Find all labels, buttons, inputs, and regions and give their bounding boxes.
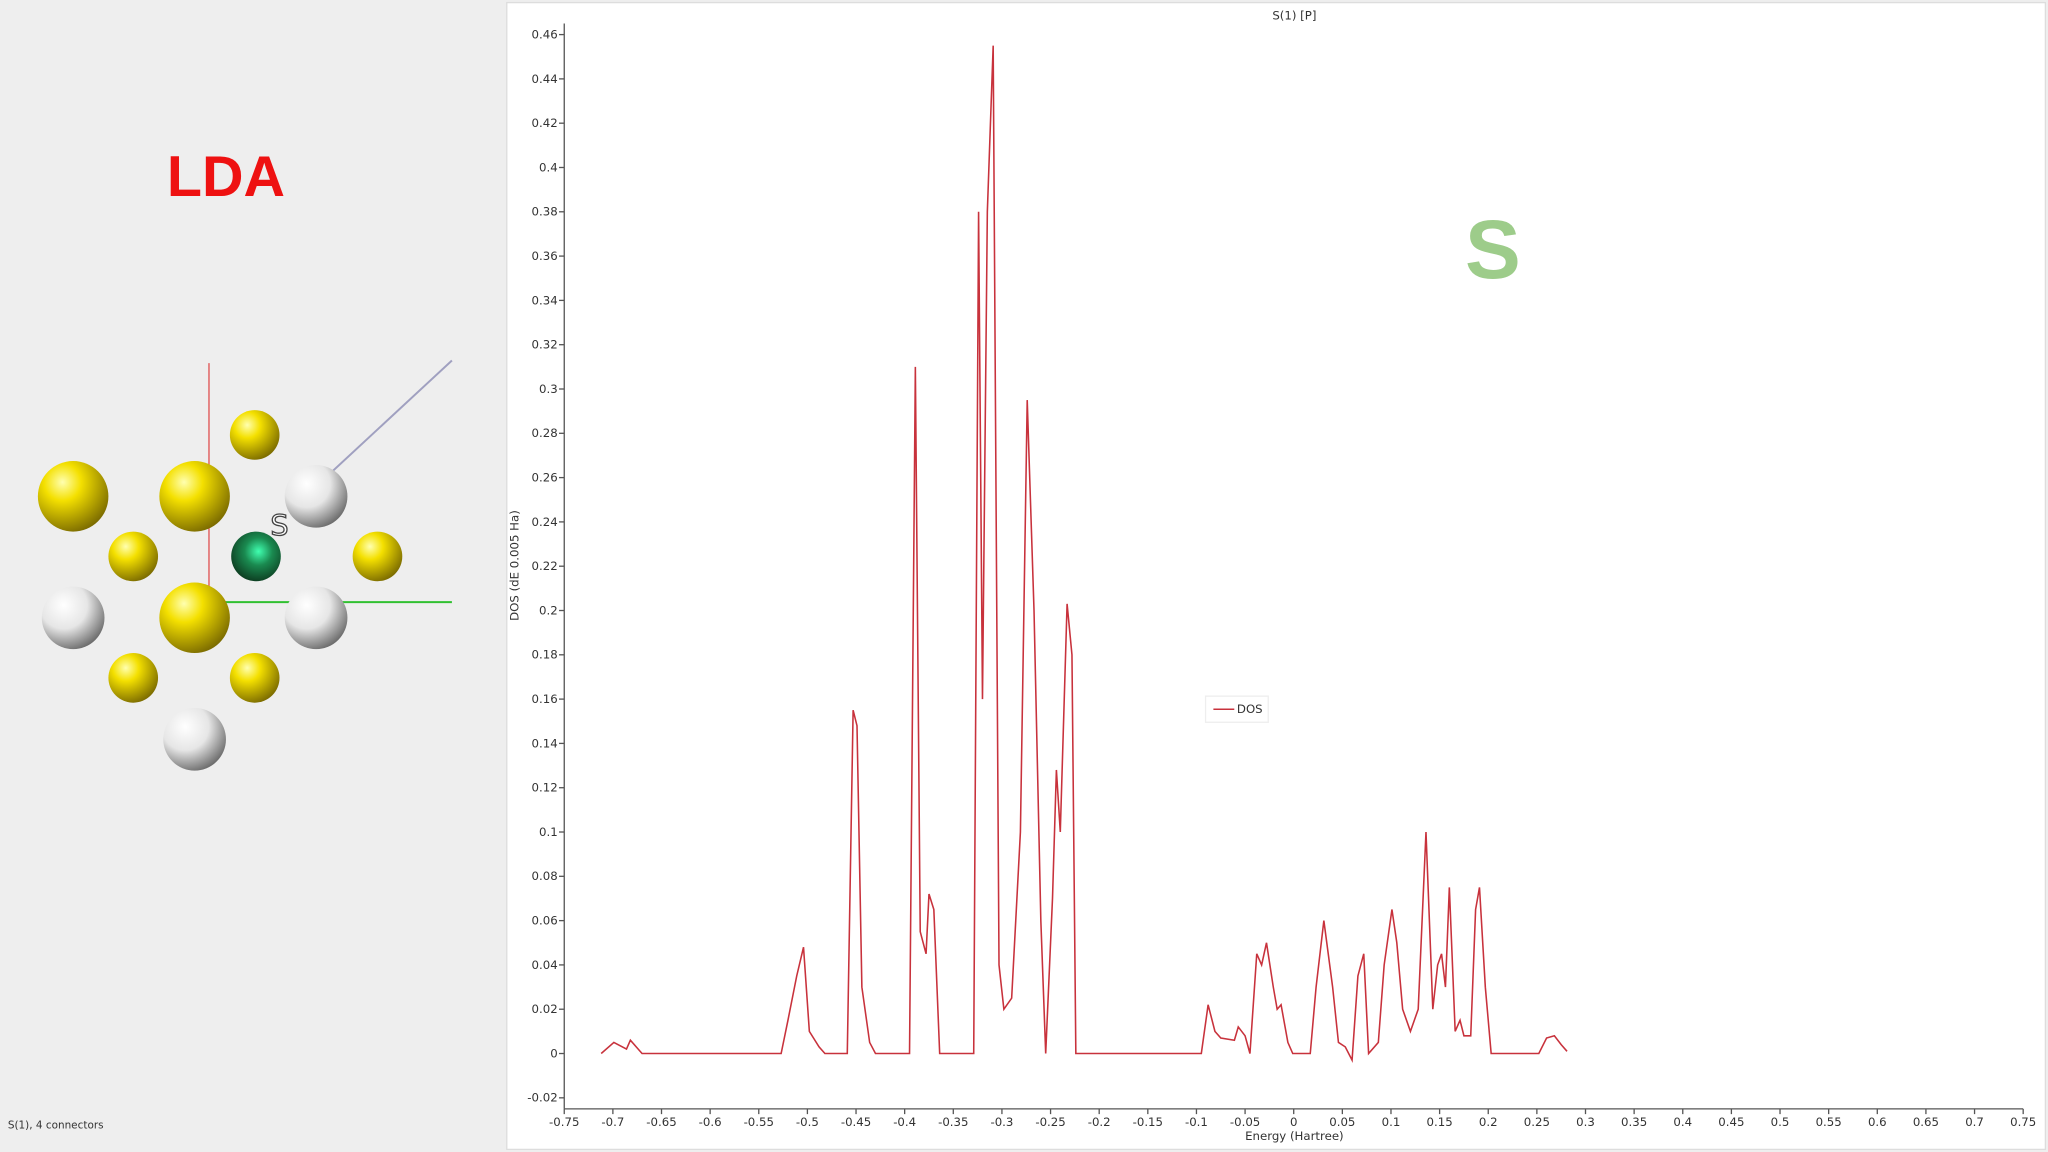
x-tick-label: -0.7 <box>601 1115 624 1129</box>
y-tick-label: 0.04 <box>532 958 558 972</box>
x-tick-label: -0.15 <box>1133 1115 1163 1129</box>
y-tick-label: 0.18 <box>532 648 558 662</box>
y-tick-label: 0.14 <box>532 736 558 750</box>
y-tick-label: 0.38 <box>532 205 558 219</box>
x-tick-label: -0.5 <box>796 1115 819 1129</box>
x-tick-label: -0.45 <box>841 1115 871 1129</box>
y-tick-label: 0.4 <box>539 160 558 174</box>
y-tick-label: 0.32 <box>532 338 558 352</box>
dos-line <box>600 45 1568 1064</box>
x-tick-label: 0.75 <box>2010 1115 2036 1129</box>
legend-label: DOS <box>1237 702 1263 716</box>
x-tick-label: -0.4 <box>893 1115 916 1129</box>
molecule <box>37 359 453 771</box>
x-tick-label: -0.75 <box>549 1115 579 1129</box>
x-tick-label: 0.05 <box>1329 1115 1355 1129</box>
x-tick-label: 0.25 <box>1524 1115 1550 1129</box>
y-tick-label: 0.22 <box>532 559 558 573</box>
x-tick-label: -0.25 <box>1035 1115 1065 1129</box>
y-tick-label: 0.36 <box>532 249 558 263</box>
y-tick-label: 0.06 <box>532 914 558 928</box>
plot-area: -0.02 0 0.02 0.04 0.06 0.08 0.1 0.12 0.14 0.16 0.1… <box>527 23 2036 1129</box>
x-tick-label: 0.15 <box>1427 1115 1453 1129</box>
y-tick-label: 0.08 <box>532 869 558 883</box>
x-tick-label: 0.35 <box>1621 1115 1647 1129</box>
y-tick-label: 0 <box>550 1046 557 1060</box>
x-axis-label: Energy (Hartree) <box>1245 1129 1344 1143</box>
status-text: S(1), 4 connectors <box>8 1119 104 1131</box>
x-tick-label: 0.4 <box>1673 1115 1692 1129</box>
y-tick-label: 0.24 <box>532 515 558 529</box>
x-tick-label: 0 <box>1290 1115 1297 1129</box>
x-tick-label: 0.45 <box>1718 1115 1744 1129</box>
x-tick-label: -0.05 <box>1230 1115 1260 1129</box>
x-tick-label: -0.1 <box>1185 1115 1208 1129</box>
x-tick-label: 0.55 <box>1816 1115 1842 1129</box>
x-tick-label: 0.6 <box>1868 1115 1887 1129</box>
y-tick-label: 0.44 <box>532 72 558 86</box>
x-tick-label: 0.2 <box>1479 1115 1498 1129</box>
y-tick-label: 0.28 <box>532 426 558 440</box>
element-label: S <box>1465 202 1521 296</box>
y-axis-label: DOS (dE 0.005 Ha) <box>508 510 522 621</box>
chart-panel <box>506 1 2047 1151</box>
y-tick-label: 0.1 <box>539 825 558 839</box>
y-tick-label: 0.3 <box>539 382 558 396</box>
x-tick-label: 0.1 <box>1382 1115 1401 1129</box>
atom-label: S <box>270 509 288 543</box>
x-tick-label: -0.3 <box>990 1115 1013 1129</box>
x-tick-label: -0.55 <box>744 1115 774 1129</box>
x-tick-label: 0.5 <box>1771 1115 1790 1129</box>
chart-title: S(1) [P] <box>1272 9 1316 23</box>
y-tick-label: 0.34 <box>532 293 558 307</box>
y-tick-label: 0.26 <box>532 471 558 485</box>
y-tick-label: 0.12 <box>532 781 558 795</box>
x-tick-label: -0.2 <box>1088 1115 1111 1129</box>
x-tick-label: 0.7 <box>1965 1115 1984 1129</box>
x-tick-label: -0.65 <box>646 1115 676 1129</box>
x-tick-label: 0.3 <box>1576 1115 1595 1129</box>
method-label: LDA <box>167 145 285 209</box>
y-tick-label: 0.2 <box>539 603 558 617</box>
y-tick-label: 0.02 <box>532 1002 558 1016</box>
x-tick-label: 0.65 <box>1913 1115 1939 1129</box>
x-tick-label: -0.6 <box>699 1115 722 1129</box>
y-tick-label: 0.16 <box>532 692 558 706</box>
y-tick-label: 0.42 <box>532 116 558 130</box>
x-tick-label: -0.35 <box>938 1115 968 1129</box>
y-tick-label: -0.02 <box>527 1091 557 1105</box>
y-tick-label: 0.46 <box>532 28 558 42</box>
